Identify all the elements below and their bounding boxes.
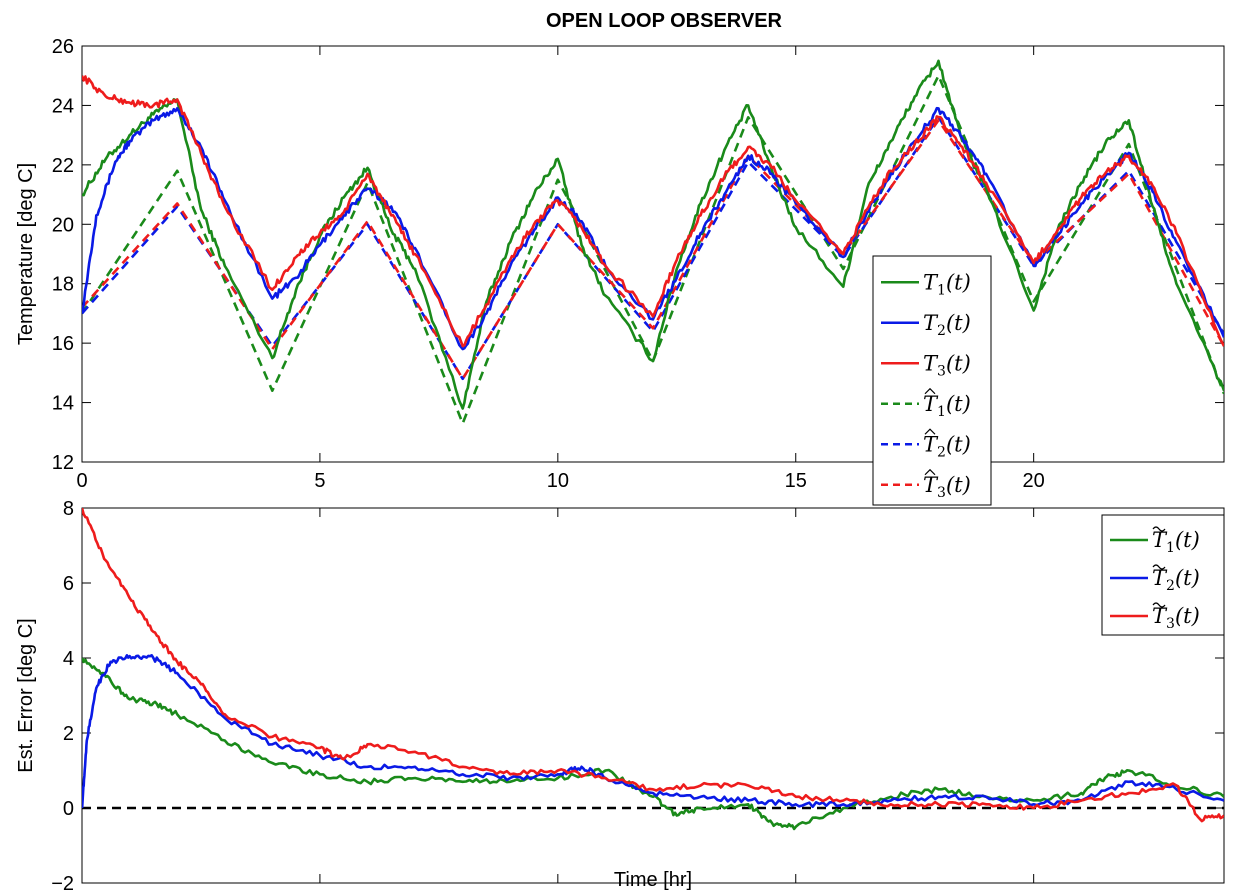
legend: T1(t) T2(t) T3(t) [1101,514,1225,636]
x-tick-label: 20 [1023,470,1045,492]
x-tick-label: 15 [785,470,807,492]
legend-label: T1(t) [1152,528,1200,556]
y-tick-label: 20 [52,214,74,236]
legend-label: T2(t) [923,432,971,460]
legend: T1(t) T2(t) T3(t) T1(t) T2(t) T3(t) [872,255,992,506]
legend-label: T2(t) [923,311,971,339]
series-line-green [82,657,1224,831]
y-tick-label: 18 [52,274,74,296]
y-tick-label: 22 [52,155,74,177]
y-axis-label: Est. Error [deg C] [15,618,37,773]
legend-label: T3(t) [923,351,971,379]
legend-label: T3(t) [923,473,971,501]
x-tick-label: 5 [314,470,325,492]
figure-title: OPEN LOOP OBSERVER [546,10,783,32]
hat-accent [924,428,936,435]
y-axis-label: Temperature [deg C] [15,163,37,345]
series-line-red [82,75,1224,348]
series-line-blue [82,653,1224,809]
y-tick-label: −2 [51,873,74,890]
y-tick-label: 14 [52,393,74,415]
legend-label: T3(t) [1152,604,1200,632]
x-tick-label: 0 [76,470,87,492]
y-tick-label: 4 [63,648,74,670]
legend-box [872,255,992,506]
y-tick-label: 0 [63,798,74,820]
x-axis-label: Time [hr] [614,869,692,890]
tilde-accent [1152,564,1166,570]
y-tick-label: 12 [52,452,74,474]
y-tick-label: 16 [52,333,74,355]
y-tick-label: 24 [52,95,74,117]
series-line-estimate-red [82,119,1224,381]
hat-accent [924,387,936,395]
series-line-green [82,59,1224,410]
y-tick-label: 8 [63,498,74,520]
legend-label: T1(t) [923,270,971,298]
tilde-accent [1152,526,1166,532]
axes-box [81,45,1225,463]
series-line-red [82,508,1224,823]
tilde-accent [1152,602,1166,608]
legend-label: T2(t) [1152,566,1200,594]
legend-label: T1(t) [923,392,971,420]
y-tick-label: 2 [63,723,74,745]
hat-accent [924,468,936,476]
axes-box [81,507,1225,884]
temperature-panel: 0 5 10 15 20 12 14 16 18 20 22 24 26 Temperature [deg… [15,36,1225,506]
y-tick-label: 6 [63,573,74,595]
y-tick-label: 26 [52,36,74,58]
x-tick-label: 10 [547,470,569,492]
